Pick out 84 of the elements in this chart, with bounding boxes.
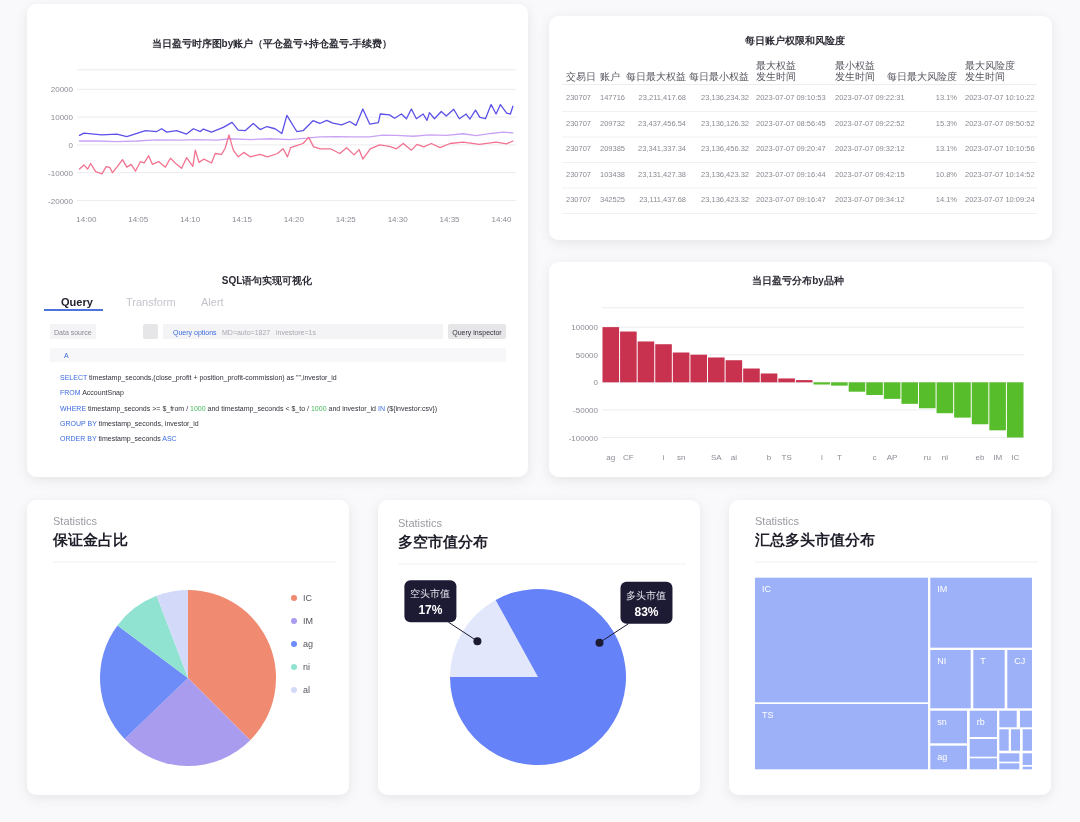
legend-label: ag [303, 639, 314, 649]
text: SQL语句实现可视化 [221, 275, 314, 286]
pie-slice [117, 595, 188, 678]
x-tick-label: 14:10 [180, 215, 201, 224]
x-tick-label: IC [1011, 453, 1020, 462]
category-label: IM [937, 583, 948, 594]
category-label: 账户 [600, 71, 620, 82]
category-label: T [980, 656, 987, 666]
data-label: 83% [634, 604, 659, 619]
pie-slice [450, 589, 626, 765]
text: 每日账户权限和风险度 [744, 35, 845, 46]
x-tick-label: CF [623, 453, 634, 462]
x-tick-label: 14:30 [387, 215, 409, 224]
chart-title: 当日盈亏分布by品种 [752, 275, 844, 286]
chart-title: 保证金占比 [52, 531, 128, 548]
chart-subtitle: Statistics [53, 515, 98, 527]
text: Statistics [755, 515, 800, 527]
text: Alert [201, 296, 224, 308]
x-tick-label: eb [975, 453, 986, 462]
pie-slice [450, 599, 538, 677]
x-tick-label: SA [710, 453, 723, 462]
x-tick-label: ai [730, 453, 738, 462]
legend-label: ni [303, 662, 311, 672]
x-tick-label: ag [606, 453, 616, 462]
pie-slice [100, 625, 188, 740]
x-tick-label: ni [941, 453, 949, 462]
y-tick-label: 10000 [50, 113, 74, 123]
x-tick-label: 14:05 [128, 215, 149, 224]
category-label: sn [937, 716, 947, 727]
y-tick-label: -10000 [48, 168, 74, 178]
slice-label: 空头市值 [410, 588, 451, 600]
x-tick-label: b [766, 453, 772, 462]
x-tick-label: 14:40 [491, 215, 513, 224]
category-label: NI [937, 656, 947, 666]
category-label: TS [762, 710, 774, 720]
legend-label: al [303, 685, 311, 695]
x-tick-label: 14:15 [232, 215, 253, 224]
y-tick-label: 20000 [50, 85, 74, 95]
x-tick-label: i [662, 453, 665, 462]
y-tick-label: 0 [68, 140, 74, 150]
line-series [78, 103, 514, 138]
y-tick-label: 0 [593, 378, 599, 388]
y-tick-label: 50000 [575, 350, 599, 360]
category-label: ag [937, 751, 948, 762]
chart-title: 多空市值分布 [398, 533, 488, 550]
category-label: 每日最大风险度 [887, 71, 957, 82]
category-label: 交易日 [566, 71, 596, 82]
category-label: 每日最大权益 [626, 71, 686, 82]
pie-slice [188, 590, 276, 741]
x-tick-label: c [872, 453, 877, 462]
line-series [78, 131, 514, 143]
category-label: CJ [1014, 656, 1026, 666]
x-tick-label: 14:00 [76, 215, 97, 224]
x-tick-label: AP [886, 453, 898, 462]
category-label: 每日最小权益 [689, 71, 749, 82]
text: Query [61, 296, 94, 308]
x-tick-label: IM [993, 453, 1003, 462]
pie-slice [156, 590, 188, 678]
x-tick-label: sn [676, 453, 686, 462]
pie-slice [124, 678, 251, 766]
chart-subtitle: Statistics [398, 517, 443, 529]
x-tick-label: TS [781, 453, 792, 462]
data-label: 17% [418, 603, 443, 618]
category-label: IC [762, 583, 772, 594]
text: Transform [126, 296, 176, 308]
text: 汇总多头市值分布 [754, 531, 875, 548]
x-tick-label: 14:25 [335, 215, 357, 224]
x-tick-label: ru [923, 453, 931, 462]
category-label: 最小权益发生时间 [835, 59, 875, 82]
legend-label: IC [303, 593, 313, 603]
x-tick-label: T [836, 453, 842, 462]
y-tick-label: -20000 [48, 196, 74, 206]
category-label: rb [976, 716, 985, 727]
x-tick-label: 14:35 [439, 215, 461, 224]
category-label: 最大权益发生时间 [756, 59, 796, 82]
legend-label: IM [303, 616, 313, 626]
slice-label: 多头市值 [626, 589, 667, 601]
category-label: 最大风险度发生时间 [965, 59, 1015, 82]
y-tick-label: -100000 [568, 433, 599, 443]
line-series [78, 134, 514, 175]
y-tick-label: -50000 [573, 405, 599, 415]
x-tick-label: 14:20 [283, 215, 305, 224]
y-tick-label: 100000 [571, 323, 599, 333]
chart-title: 当日盈亏时序图by账户（平仓盈亏+持仓盈亏-手续费） [151, 38, 393, 49]
